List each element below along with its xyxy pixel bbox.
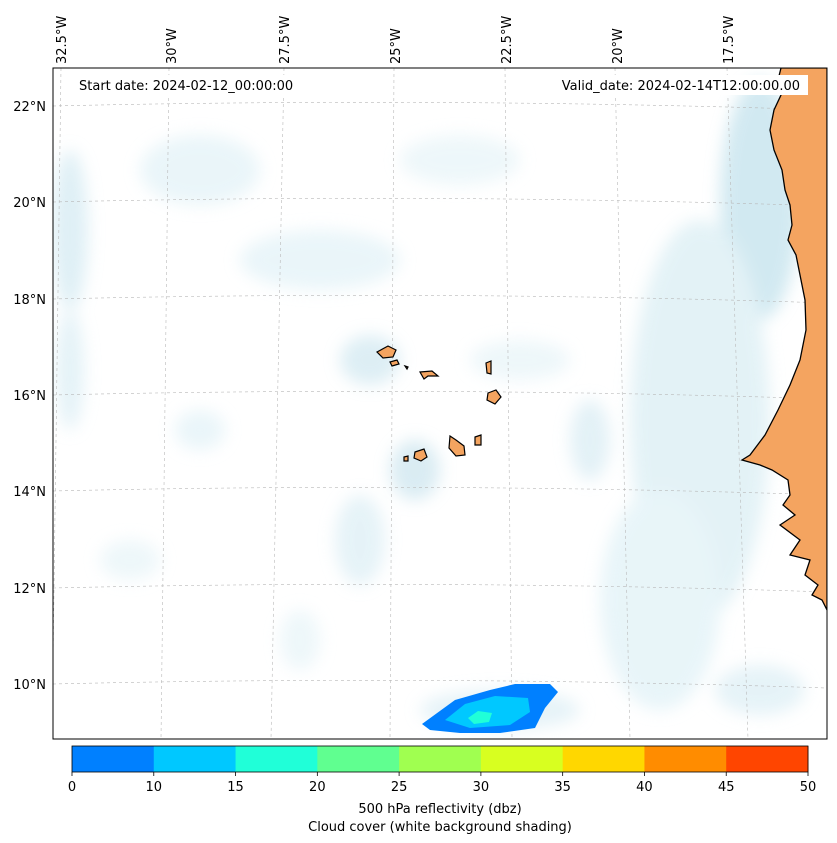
cloud-patch <box>100 540 160 580</box>
colorbar-tick-label: 20 <box>309 780 326 795</box>
colorbar-tick-label: 25 <box>391 780 408 795</box>
map-frame <box>52 67 828 740</box>
parallel-line <box>53 295 827 304</box>
cloud-patch <box>715 665 805 715</box>
colorbar-segment <box>399 746 482 772</box>
colorbar-tick-label: 0 <box>68 780 76 795</box>
cloud-patch <box>53 150 88 310</box>
reflectivity-10-15 <box>445 696 530 728</box>
lat-label: 10°N <box>13 678 46 693</box>
cloud-patch <box>390 440 440 500</box>
cloud-patch <box>56 310 84 430</box>
colorbar-segment <box>153 746 237 772</box>
colorbar-tick-label: 30 <box>473 780 490 795</box>
colorbar-segment <box>562 746 645 772</box>
parallel-line <box>53 487 827 496</box>
valid-date-box <box>538 75 808 95</box>
colorbar-tick-label: 35 <box>554 780 571 795</box>
island-santo-antao <box>376 345 397 359</box>
colorbar-segment <box>235 746 318 772</box>
colorbar-tick-label: 15 <box>227 780 244 795</box>
colorbar-segment <box>644 746 727 772</box>
latitude-labels: 22°N 20°N 18°N 16°N 14°N 12°N 10°N <box>13 100 46 693</box>
colorbar-segment <box>317 746 400 772</box>
parallel-line <box>53 102 827 111</box>
cape-verde-islands <box>376 345 502 462</box>
cloud-patch <box>175 410 225 450</box>
island-boa-vista <box>486 389 502 405</box>
cloud-patch <box>280 610 320 670</box>
meridian-line <box>389 68 395 739</box>
meridian-line <box>726 68 749 739</box>
lat-label: 20°N <box>13 196 46 211</box>
lon-label: 22.5°W <box>500 16 515 64</box>
parallel-line <box>53 680 827 689</box>
island-sal <box>485 360 492 375</box>
parallel-line <box>53 391 827 400</box>
valid-date-label: Valid_date: 2024-02-14T12:00:00.00 <box>562 79 800 94</box>
cloud-patch <box>470 340 570 380</box>
lon-label: 25°W <box>389 28 404 64</box>
lon-label: 30°W <box>165 28 180 64</box>
colorbar-segment <box>726 746 809 772</box>
cloud-patch <box>600 490 720 710</box>
lon-label: 27.5°W <box>278 16 293 64</box>
lat-label: 14°N <box>13 485 46 500</box>
colorbar-segment <box>480 746 564 772</box>
colorbar-tick-label: 45 <box>718 780 735 795</box>
colorbar-frame <box>71 745 809 773</box>
meridian-line <box>614 68 631 739</box>
cloud-patch <box>340 335 400 385</box>
start-date-box <box>71 75 311 95</box>
colorbar-segment <box>72 746 155 772</box>
colorbar-tick-label: 40 <box>636 780 653 795</box>
cloud-patch <box>335 495 385 585</box>
island-santa-luzia <box>403 364 409 371</box>
parallel-line <box>53 584 827 593</box>
reflectivity-15-20 <box>468 711 492 724</box>
lat-label: 18°N <box>13 293 46 308</box>
lon-label: 17.5°W <box>722 16 737 64</box>
island-sao-vicente <box>389 359 400 367</box>
longitude-labels: 32.5°W 30°W 27.5°W 25°W 22.5°W 20°W 17.5… <box>55 16 737 64</box>
cloud-patch <box>570 400 610 480</box>
island-brava <box>403 455 409 462</box>
cloud-patch <box>400 135 520 185</box>
cloud-patch <box>140 135 260 205</box>
start-date-label: Start date: 2024-02-12_00:00:00 <box>79 79 293 94</box>
lat-label: 22°N <box>13 100 46 115</box>
island-sao-nicolau <box>419 370 440 380</box>
meridian-line <box>504 68 513 739</box>
colorbar-tick-label: 50 <box>800 780 817 795</box>
map-panel <box>53 68 827 739</box>
meridian-line <box>160 68 170 739</box>
colorbar-tick-label: 10 <box>146 780 163 795</box>
lon-label: 20°W <box>611 28 626 64</box>
colorbar-label-line2: Cloud cover (white background shading) <box>308 820 572 835</box>
lat-label: 12°N <box>13 582 46 597</box>
island-maio <box>474 434 482 446</box>
meridian-line <box>270 68 285 739</box>
reflectivity-field <box>422 684 558 733</box>
parallel-line <box>53 198 827 207</box>
island-santiago <box>448 434 466 457</box>
africa-land <box>740 68 827 611</box>
lat-label: 16°N <box>13 389 46 404</box>
cloud-patch <box>240 230 400 290</box>
colorbar-label-line1: 500 hPa reflectivity (dbz) <box>358 802 521 817</box>
island-fogo <box>413 448 428 462</box>
lon-label: 32.5°W <box>55 16 70 64</box>
colorbar: 0 10 15 20 25 30 35 40 45 50 <box>68 745 817 795</box>
